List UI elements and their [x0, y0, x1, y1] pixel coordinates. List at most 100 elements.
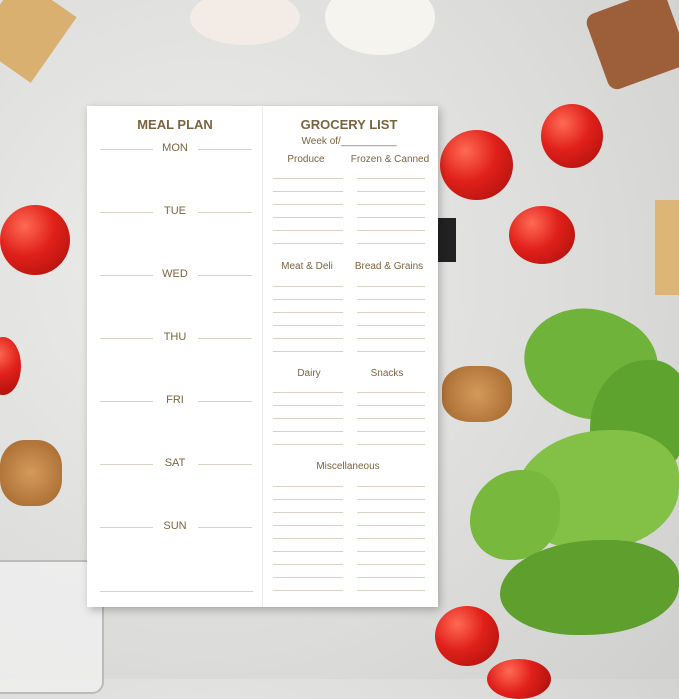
- day-line: [100, 464, 153, 465]
- day-line: [100, 275, 153, 276]
- day-label-wed: WED: [162, 268, 188, 280]
- list-line[interactable]: [273, 204, 343, 205]
- list-line[interactable]: [273, 577, 343, 578]
- list-line[interactable]: [357, 525, 425, 526]
- day-line: [100, 401, 153, 402]
- list-line[interactable]: [273, 312, 343, 313]
- list-line[interactable]: [357, 286, 425, 287]
- list-line[interactable]: [273, 286, 343, 287]
- list-line[interactable]: [357, 351, 425, 352]
- day-line: [198, 527, 252, 528]
- spice-jar: [583, 0, 679, 92]
- list-line[interactable]: [273, 325, 343, 326]
- list-line[interactable]: [273, 590, 343, 591]
- list-line[interactable]: [357, 590, 425, 591]
- tomato: [0, 205, 70, 275]
- day-label-fri: FRI: [166, 394, 184, 406]
- list-line[interactable]: [273, 299, 343, 300]
- tomato: [0, 337, 21, 395]
- tomato: [435, 606, 499, 666]
- day-line: [100, 149, 153, 150]
- section-header: Produce: [287, 154, 325, 165]
- tomato: [440, 130, 513, 200]
- list-line[interactable]: [357, 338, 425, 339]
- list-line[interactable]: [357, 538, 425, 539]
- day-label-sun: SUN: [163, 520, 187, 532]
- list-line[interactable]: [357, 243, 425, 244]
- list-line[interactable]: [357, 512, 425, 513]
- day-line: [100, 527, 153, 528]
- list-line[interactable]: [273, 525, 343, 526]
- lettuce: [470, 470, 560, 560]
- list-line[interactable]: [273, 564, 343, 565]
- list-line[interactable]: [273, 230, 343, 231]
- day-line: [100, 338, 153, 339]
- lettuce: [500, 540, 679, 635]
- meal-planner-sheet: MEAL PLAN GROCERY LIST Week of/_________…: [87, 106, 438, 607]
- list-line[interactable]: [357, 299, 425, 300]
- list-line[interactable]: [273, 444, 343, 445]
- day-line: [198, 149, 252, 150]
- list-line[interactable]: [357, 431, 425, 432]
- list-line[interactable]: [357, 444, 425, 445]
- list-line[interactable]: [357, 204, 425, 205]
- section-header: Bread & Grains: [354, 261, 424, 272]
- column-divider: [262, 106, 263, 607]
- tomato: [541, 104, 603, 168]
- cutting-board: [0, 0, 77, 83]
- list-line[interactable]: [273, 538, 343, 539]
- week-of-field[interactable]: Week of/__________: [301, 136, 397, 147]
- tomato: [487, 659, 551, 699]
- list-line[interactable]: [273, 418, 343, 419]
- day-line: [198, 401, 252, 402]
- day-line: [198, 464, 252, 465]
- list-line[interactable]: [273, 405, 343, 406]
- day-label-tue: TUE: [164, 205, 186, 217]
- list-line[interactable]: [273, 243, 343, 244]
- tomato: [509, 206, 575, 264]
- list-line[interactable]: [273, 338, 343, 339]
- list-line[interactable]: [357, 418, 425, 419]
- list-line[interactable]: [357, 217, 425, 218]
- list-line[interactable]: [273, 178, 343, 179]
- list-line[interactable]: [273, 351, 343, 352]
- day-label-mon: MON: [162, 142, 188, 154]
- list-line[interactable]: [357, 191, 425, 192]
- day-line: [198, 212, 252, 213]
- list-line[interactable]: [357, 551, 425, 552]
- section-header: Frozen & Canned: [350, 154, 430, 165]
- list-line[interactable]: [357, 392, 425, 393]
- day-line: [100, 212, 153, 213]
- section-header: Dairy: [297, 368, 321, 379]
- list-line[interactable]: [273, 486, 343, 487]
- section-header: Snacks: [370, 368, 404, 379]
- garlic: [325, 0, 435, 55]
- wooden-board: [655, 200, 679, 295]
- walnut: [0, 440, 62, 506]
- list-line[interactable]: [273, 392, 343, 393]
- section-header: Miscellaneous: [316, 461, 380, 472]
- list-line[interactable]: [273, 191, 343, 192]
- list-line[interactable]: [357, 564, 425, 565]
- day-label-sat: SAT: [164, 457, 186, 469]
- day-line: [198, 338, 252, 339]
- list-line[interactable]: [273, 512, 343, 513]
- list-line[interactable]: [357, 405, 425, 406]
- list-line[interactable]: [273, 499, 343, 500]
- list-line[interactable]: [357, 499, 425, 500]
- list-line[interactable]: [273, 431, 343, 432]
- list-line[interactable]: [357, 178, 425, 179]
- list-line[interactable]: [357, 486, 425, 487]
- meal-plan-title: MEAL PLAN: [137, 117, 213, 132]
- list-line[interactable]: [357, 230, 425, 231]
- list-line[interactable]: [357, 312, 425, 313]
- list-line[interactable]: [357, 325, 425, 326]
- list-line[interactable]: [273, 217, 343, 218]
- day-label-thu: THU: [163, 331, 187, 343]
- list-line[interactable]: [273, 551, 343, 552]
- bottom-line: [100, 591, 253, 592]
- section-header: Meat & Deli: [281, 261, 333, 272]
- pen-clip: [438, 218, 456, 262]
- walnut: [442, 366, 512, 422]
- list-line[interactable]: [357, 577, 425, 578]
